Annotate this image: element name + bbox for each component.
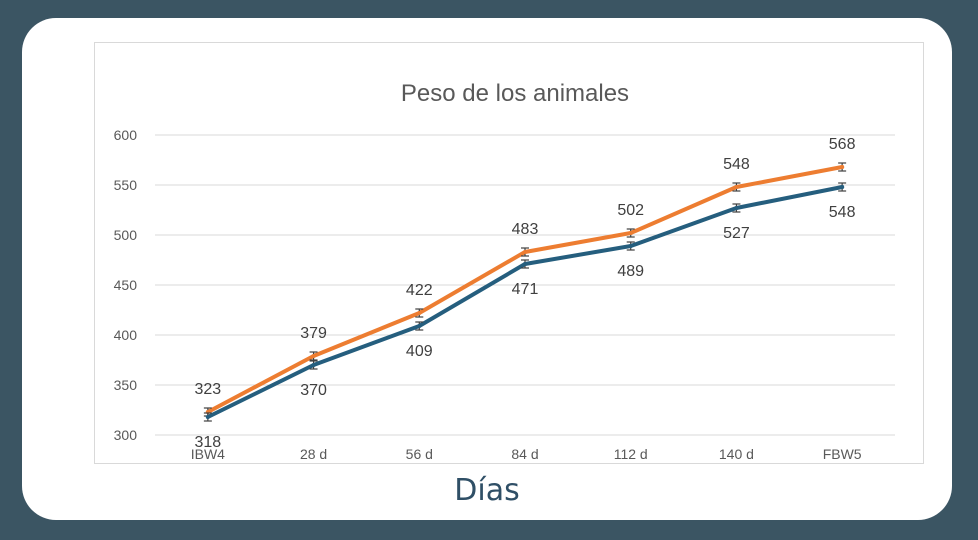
data-label: 323 [195, 381, 222, 398]
data-label: 548 [829, 204, 856, 221]
y-tick-label: 400 [114, 327, 138, 343]
data-label: 379 [300, 325, 327, 342]
x-tick-label: 28 d [300, 446, 327, 462]
data-label: 318 [195, 434, 222, 451]
data-point [523, 262, 527, 266]
data-label: 483 [512, 221, 539, 238]
y-tick-label: 550 [114, 177, 138, 193]
x-tick-label: 84 d [511, 446, 538, 462]
y-axis-ticks: 300 350 400 450 500 550 600 [114, 127, 138, 443]
data-label: 370 [300, 382, 327, 399]
data-point [523, 250, 527, 254]
data-label: 568 [829, 136, 856, 153]
x-tick-label: FBW5 [823, 446, 862, 462]
data-point [417, 324, 422, 328]
data-label: 489 [617, 263, 644, 280]
data-point [628, 231, 633, 235]
data-point [734, 185, 739, 189]
data-label: 527 [723, 225, 750, 242]
y-tick-label: 450 [114, 277, 138, 293]
x-tick-label: 112 d [614, 446, 648, 462]
data-point [734, 206, 739, 210]
x-axis-label: Días [454, 473, 520, 508]
y-tick-label: 500 [114, 227, 138, 243]
data-label: 502 [617, 202, 644, 219]
data-label: 548 [723, 156, 750, 173]
chart-area: Peso de los animales 300 350 400 450 500 550 6… [94, 42, 924, 464]
data-labels: 323 379 422 483 502 548 568 318 370 409 471 489 527 5… [195, 136, 856, 451]
x-tick-label: IBW4 [191, 446, 225, 462]
x-tick-label: 140 d [719, 446, 754, 462]
data-point [417, 311, 422, 315]
data-point [840, 185, 845, 189]
data-label: 471 [512, 281, 539, 298]
chart-title: Peso de los animales [401, 80, 629, 107]
series-group [203, 162, 847, 422]
x-axis-ticks: IBW4 28 d 56 d 84 d 112 d 140 d FBW5 [191, 446, 862, 462]
data-point [311, 354, 316, 358]
gridlines [155, 134, 895, 436]
y-tick-label: 600 [114, 127, 138, 143]
data-point [311, 363, 316, 367]
y-tick-label: 350 [114, 377, 138, 393]
data-label: 422 [406, 282, 433, 299]
card-frame: Peso de los animales 300 350 400 450 500 550 6… [22, 18, 952, 520]
line-chart: Peso de los animales 300 350 400 450 500 550 6… [114, 80, 895, 462]
x-tick-label: 56 d [406, 446, 433, 462]
data-point [205, 415, 210, 419]
data-point [628, 244, 633, 248]
y-tick-label: 300 [114, 427, 138, 443]
data-point [840, 165, 845, 169]
data-label: 409 [406, 343, 433, 360]
